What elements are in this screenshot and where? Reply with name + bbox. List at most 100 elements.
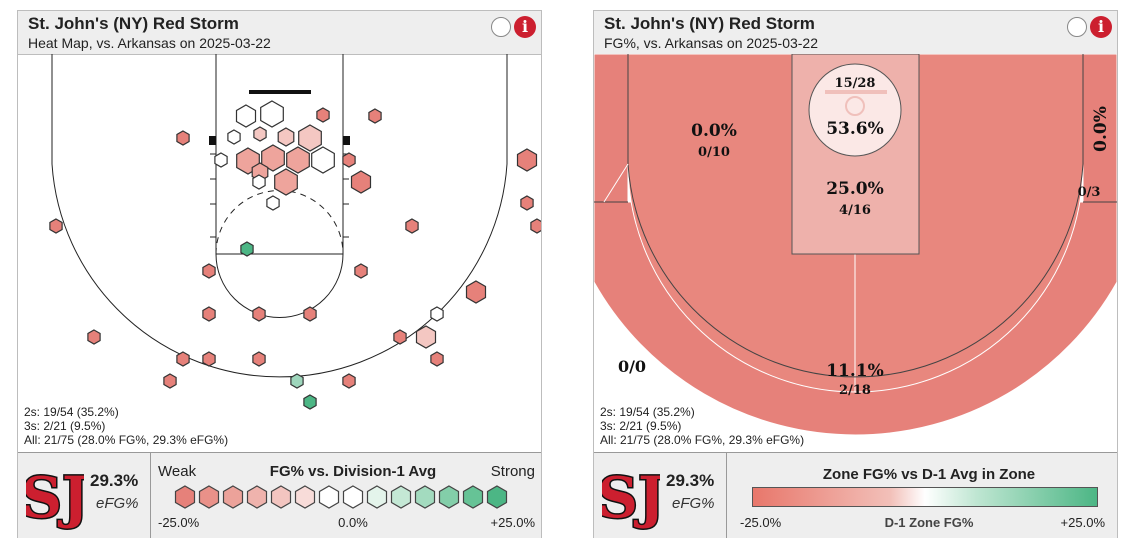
- shot-hex: [227, 129, 241, 145]
- shot-hex: [261, 144, 285, 172]
- all-shots-stats: All: 21/75 (28.0% FG%, 29.3% eFG%): [600, 433, 805, 447]
- shot-hex: [465, 280, 487, 304]
- zone-fg-panel: St. John's (NY) Red Storm FG%, vs. Arkan…: [593, 10, 1118, 538]
- two-point-stats: 2s: 19/54 (35.2%): [24, 405, 119, 419]
- legend-mid-label: 0.0%: [338, 515, 368, 530]
- shot-hex: [266, 195, 280, 211]
- heat-map-court: [49, 54, 541, 410]
- efg-label: eFG%: [672, 495, 715, 512]
- legend-title: Zone FG% vs D-1 Avg in Zone: [822, 466, 1036, 483]
- zone-restricted-area: [808, 63, 902, 157]
- shot-hex: [286, 146, 310, 174]
- legend-max-label: +25.0%: [1060, 515, 1105, 530]
- shot-hex: [277, 127, 295, 147]
- shot-hex: [311, 146, 335, 174]
- panel-subtitle: Heat Map, vs. Arkansas on 2025-03-22: [28, 35, 271, 51]
- svg-text:SJ: SJ: [26, 465, 84, 531]
- shot-hex: [430, 306, 444, 322]
- legend-hex: [222, 485, 244, 509]
- shot-hex: [176, 130, 190, 146]
- info-icon[interactable]: i: [1090, 16, 1112, 38]
- legend-min-label: -25.0%: [740, 515, 782, 530]
- zone-label-left-mid-made: 0/10: [698, 145, 730, 160]
- panel-footer: SJ 29.3% eFG% Weak FG% vs. Division-1 Av…: [18, 452, 541, 538]
- shot-hex: [298, 124, 322, 152]
- shot-hex: [303, 306, 317, 322]
- footer-divider: [726, 453, 727, 538]
- legend-mid-label: D-1 Zone FG%: [884, 515, 974, 530]
- heat-map-panel: St. John's (NY) Red Storm Heat Map, vs. …: [17, 10, 542, 538]
- shot-hex: [303, 394, 317, 410]
- shot-hex: [240, 241, 254, 257]
- svg-text:SJ: SJ: [602, 465, 660, 531]
- shot-hex: [252, 306, 266, 322]
- sj-logo-icon: SJ: [26, 464, 84, 532]
- zone-label-right-mid-pct: 0.0%: [1091, 106, 1111, 152]
- zone-label-left-mid-pct: 0.0%: [691, 121, 737, 141]
- legend-hex-scale: [174, 485, 508, 509]
- three-point-stats: 3s: 2/21 (9.5%): [600, 419, 682, 433]
- legend-hex: [246, 485, 268, 509]
- footer-divider: [150, 453, 151, 538]
- shot-hex: [342, 373, 356, 389]
- zone-label-ra-pct: 53.6%: [826, 119, 884, 139]
- panel-header: St. John's (NY) Red Storm FG%, vs. Arkan…: [594, 11, 1117, 55]
- efg-label: eFG%: [96, 495, 139, 512]
- zone-label-paint-made: 4/16: [839, 203, 871, 218]
- legend-hex: [366, 485, 388, 509]
- panel-subtitle: FG%, vs. Arkansas on 2025-03-22: [604, 35, 818, 51]
- shot-hex: [252, 351, 266, 367]
- panel-header: St. John's (NY) Red Storm Heat Map, vs. …: [18, 11, 541, 55]
- legend-hex: [318, 485, 340, 509]
- zone-left-corner-three: [594, 54, 629, 203]
- shot-hex: [530, 218, 541, 234]
- three-point-stats: 3s: 2/21 (9.5%): [24, 419, 106, 433]
- zone-label-three-pct: 11.1%: [826, 361, 884, 381]
- legend-hex: [390, 485, 412, 509]
- shot-hex: [350, 170, 372, 194]
- sj-logo-icon: SJ: [602, 464, 660, 532]
- shot-hex: [520, 195, 534, 211]
- legend-hex: [270, 485, 292, 509]
- shot-hex: [342, 152, 356, 168]
- shot-hex: [290, 373, 304, 389]
- legend-strong-label: Strong: [490, 463, 535, 480]
- shot-hex: [214, 152, 228, 168]
- shot-hex: [252, 174, 266, 190]
- efg-value: 29.3%: [90, 471, 139, 490]
- legend-weak-label: Weak: [158, 463, 197, 480]
- shot-hex: [49, 218, 63, 234]
- shot-hex: [260, 100, 284, 128]
- zone-label-left-deep-made: 0/0: [618, 357, 646, 376]
- all-shots-stats: All: 21/75 (28.0% FG%, 29.3% eFG%): [24, 433, 229, 447]
- shot-hex: [415, 325, 437, 349]
- legend-hex: [486, 485, 508, 509]
- shot-hex: [202, 351, 216, 367]
- legend-max-label: +25.0%: [490, 515, 535, 530]
- circle-toggle-icon[interactable]: [491, 17, 511, 37]
- legend-hex: [414, 485, 436, 509]
- shot-hex: [354, 263, 368, 279]
- efg-value: 29.3%: [666, 471, 715, 490]
- zone-label-paint-pct: 25.0%: [826, 179, 884, 199]
- shot-hex: [405, 218, 419, 234]
- info-icon[interactable]: i: [514, 16, 536, 38]
- legend-hex: [198, 485, 220, 509]
- shot-hex: [202, 306, 216, 322]
- legend-gradient-bar: [752, 487, 1098, 507]
- zone-label-three-made: 2/18: [839, 383, 871, 398]
- shot-hex: [516, 148, 538, 172]
- two-point-stats: 2s: 19/54 (35.2%): [600, 405, 695, 419]
- shot-hex: [176, 351, 190, 367]
- circle-toggle-icon[interactable]: [1067, 17, 1087, 37]
- legend-hex: [342, 485, 364, 509]
- shot-hex: [253, 126, 267, 142]
- legend-hex: [462, 485, 484, 509]
- shot-hex: [163, 373, 177, 389]
- shot-stats: 2s: 19/54 (35.2%) 3s: 2/21 (9.5%) All: 2…: [24, 405, 228, 447]
- legend-min-label: -25.0%: [158, 515, 200, 530]
- panel-title: St. John's (NY) Red Storm: [28, 14, 239, 33]
- zone-right-corner-three: [1082, 54, 1117, 203]
- legend-title: FG% vs. Division-1 Avg: [269, 463, 437, 480]
- shot-hex: [274, 168, 298, 196]
